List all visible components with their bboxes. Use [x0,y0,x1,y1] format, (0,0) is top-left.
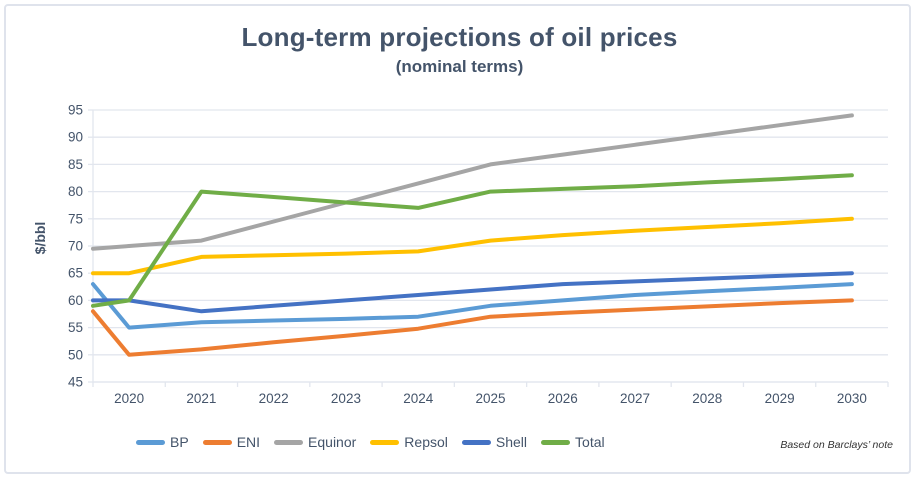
y-tick-label: 75 [68,211,83,226]
y-tick-label: 55 [68,320,83,335]
legend-swatch-bp [136,439,165,445]
series-line-shell [91,271,854,314]
legend-swatch-shell [461,439,491,445]
y-tick-label: 80 [68,184,83,199]
chart-subtitle: (nominal terms) [395,57,524,76]
x-tick-label: 2023 [331,391,361,406]
legend-item-eni: ENI [202,434,261,450]
x-tick-label: 2021 [186,391,216,406]
source-note: Based on Barclays’ note [780,439,893,451]
x-tick-label: 2020 [114,391,144,406]
chart-legend: BP ENI Equinor Repsol Shell Total [136,432,605,452]
y-tick-label: 50 [68,347,83,362]
legend-swatch-repsol [370,439,400,445]
y-tick-label: 70 [68,239,83,254]
legend-swatch-total [541,439,571,445]
series-line-repsol [91,216,854,276]
legend-label-total: Total [575,434,605,450]
y-tick-label: 45 [68,375,83,390]
x-tick-label: 2022 [259,391,289,406]
y-tick-label: 60 [68,293,83,308]
chart-title: Long-term projections of oil prices [241,22,678,52]
x-tick-label: 2024 [403,391,434,406]
x-tick-label: 2030 [837,391,867,406]
y-tick-label: 95 [68,103,83,118]
legend-item-repsol: Repsol [370,434,448,450]
legend-swatch-eni [202,439,232,445]
x-tick-label: 2025 [475,391,505,406]
legend-label-repsol: Repsol [404,434,448,450]
legend-item-total: Total [541,434,605,450]
series-line-bp [91,282,854,330]
legend-label-equinor: Equinor [308,434,357,450]
legend-label-shell: Shell [495,434,528,450]
legend-label-bp: BP [170,434,189,450]
series-line-total [91,173,854,308]
legend-swatch-equinor [274,439,304,445]
legend-label-eni: ENI [236,434,261,450]
y-tick-label: 65 [68,266,83,281]
x-tick-label: 2028 [692,391,722,406]
legend-item-bp: BP [136,434,189,450]
legend-item-equinor: Equinor [274,434,356,450]
legend-item-shell: Shell [461,434,528,450]
series-line-eni [91,298,854,357]
chart-border [4,4,911,474]
x-tick-label: 2027 [620,391,650,406]
y-axis-title: $/bbl [32,221,48,255]
x-tick-label: 2029 [765,391,795,406]
series-line-equinor [91,113,854,251]
x-tick-label: 2026 [548,391,578,406]
y-tick-label: 85 [68,157,83,172]
y-tick-label: 90 [68,130,83,145]
